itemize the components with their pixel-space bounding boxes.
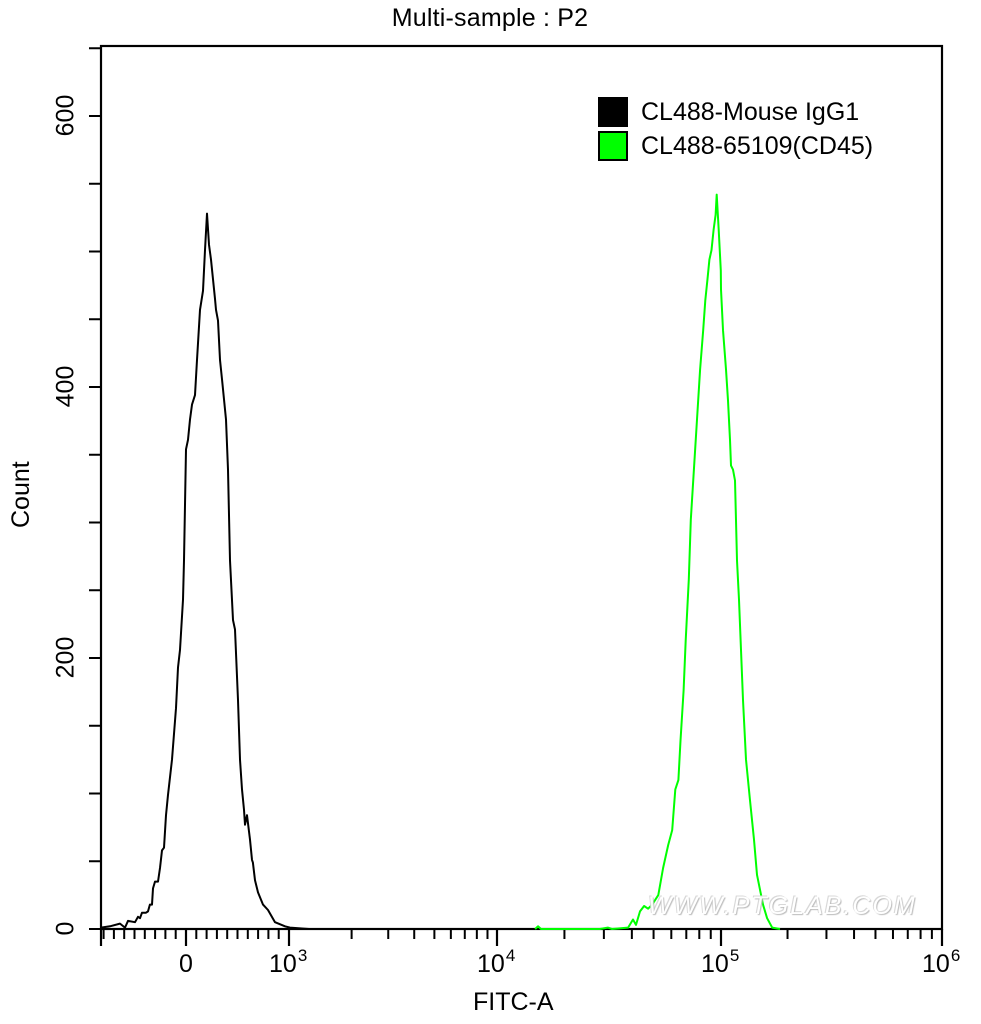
x-tick-label: 105 [701, 946, 740, 978]
x-tick-label: 103 [269, 946, 308, 978]
y-tick-label: 200 [51, 636, 80, 679]
x-tick-label: 106 [922, 946, 961, 978]
legend-item-isotype: CL488-Mouse IgG1 [598, 95, 873, 129]
y-axis-label: Count [7, 461, 35, 528]
legend: CL488-Mouse IgG1 CL488-65109(CD45) [598, 95, 873, 163]
x-tick-label: 104 [477, 946, 516, 978]
histogram-curves [100, 193, 781, 930]
legend-label: CL488-65109(CD45) [641, 131, 874, 160]
x-axis-ticks [99, 929, 944, 946]
cd45-curve [534, 193, 781, 930]
y-tick-label: 600 [51, 94, 80, 137]
legend-item-cd45: CL488-65109(CD45) [598, 129, 873, 163]
legend-swatch-green [598, 131, 628, 161]
chart-title: Multi-sample : P2 [391, 4, 589, 32]
plot-frame [99, 44, 944, 931]
isotype-control-curve [100, 212, 310, 930]
x-tick-label: 0 [179, 950, 193, 978]
watermark: WWW.PTGLAB.COM [648, 892, 917, 920]
legend-swatch-black [598, 97, 628, 127]
legend-label: CL488-Mouse IgG1 [641, 97, 860, 126]
y-tick-label: 400 [51, 365, 80, 408]
y-tick-label: 0 [51, 921, 80, 936]
x-axis-label: FITC-A [473, 988, 554, 1016]
y-axis-ticks [89, 47, 101, 930]
